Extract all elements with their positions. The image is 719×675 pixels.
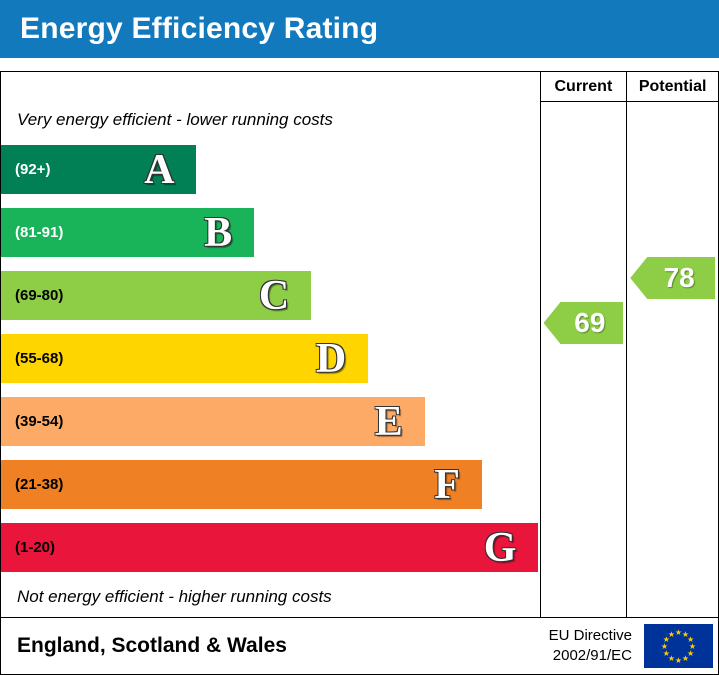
banner: Energy Efficiency Rating bbox=[0, 0, 719, 58]
epc-chart: Very energy efficient - lower running co… bbox=[0, 71, 719, 618]
band-letter: B bbox=[204, 209, 233, 256]
current-rating-value: 69 bbox=[574, 307, 606, 338]
bands-column: Very energy efficient - lower running co… bbox=[1, 72, 540, 617]
band-bar: (39-54) E bbox=[1, 397, 425, 446]
current-column: Current 69 bbox=[539, 72, 627, 617]
band-row: (81-91) B bbox=[1, 201, 540, 264]
page-title: Energy Efficiency Rating bbox=[20, 12, 379, 45]
eu-directive-label: EU Directive 2002/91/EC bbox=[549, 626, 632, 667]
band-letter: G bbox=[483, 524, 517, 571]
potential-column-header: Potential bbox=[627, 72, 719, 102]
eu-directive-line2: 2002/91/EC bbox=[552, 647, 632, 664]
svg-text:★: ★ bbox=[675, 628, 682, 637]
band-range: (81-91) bbox=[15, 224, 64, 241]
svg-text:★: ★ bbox=[663, 649, 670, 658]
band-letter: C bbox=[258, 272, 290, 319]
svg-text:★: ★ bbox=[675, 656, 682, 665]
band-letter: A bbox=[144, 146, 175, 193]
svg-text:★: ★ bbox=[668, 630, 675, 639]
bottom-note: Not energy efficient - higher running co… bbox=[17, 587, 332, 606]
band-range: (1-20) bbox=[15, 539, 56, 556]
eu-flag-svg: ★ ★★★★★★★★★★★ bbox=[644, 624, 713, 668]
band-bar: (55-68) D bbox=[1, 334, 369, 383]
svg-text:★: ★ bbox=[687, 649, 694, 658]
eu-directive-line1: EU Directive bbox=[548, 626, 632, 644]
band-range: (21-38) bbox=[15, 476, 64, 493]
band-range: (69-80) bbox=[15, 287, 64, 304]
band-row: (55-68) D bbox=[1, 327, 540, 390]
band-row: (92+) A bbox=[1, 138, 540, 201]
svg-text:★: ★ bbox=[663, 635, 670, 644]
svg-text:★: ★ bbox=[689, 642, 696, 651]
band-list: (92+) A (81-91) B (69-80) C (55-68) bbox=[1, 138, 540, 579]
band-row: (1-20) G bbox=[1, 516, 540, 579]
band-row: (21-38) F bbox=[1, 453, 540, 516]
band-range: (92+) bbox=[15, 161, 51, 178]
band-bar: (21-38) F bbox=[1, 460, 482, 509]
band-row: (39-54) E bbox=[1, 390, 540, 453]
current-rating-arrow: 69 bbox=[543, 302, 624, 344]
region-label: England, Scotland & Wales bbox=[17, 634, 287, 657]
potential-column: Potential 78 bbox=[626, 72, 719, 617]
band-range: (39-54) bbox=[15, 413, 64, 430]
header-spacer bbox=[1, 72, 540, 102]
potential-rating-value: 78 bbox=[663, 262, 695, 293]
potential-rating-arrow: 78 bbox=[630, 257, 716, 299]
current-column-header: Current bbox=[540, 72, 627, 102]
band-letter: E bbox=[374, 398, 403, 445]
band-letter: F bbox=[434, 461, 460, 508]
top-note: Very energy efficient - lower running co… bbox=[17, 110, 333, 129]
band-bar: (92+) A bbox=[1, 145, 197, 194]
band-row: (69-80) C bbox=[1, 264, 540, 327]
band-bar: (69-80) C bbox=[1, 271, 312, 320]
footer: England, Scotland & Wales EU Directive 2… bbox=[0, 618, 719, 675]
band-bar: (1-20) G bbox=[1, 523, 539, 572]
svg-text:★: ★ bbox=[682, 654, 689, 663]
band-range: (55-68) bbox=[15, 350, 64, 367]
svg-text:★: ★ bbox=[668, 654, 675, 663]
svg-text:★: ★ bbox=[682, 630, 689, 639]
band-bar: (81-91) B bbox=[1, 208, 255, 257]
band-letter: D bbox=[315, 335, 347, 382]
svg-text:★: ★ bbox=[687, 635, 694, 644]
eu-flag: ★ ★ ★ ★ ★ ★ ★ ★ ★ ★ ★ ★ bbox=[644, 624, 713, 668]
svg-text:★: ★ bbox=[661, 642, 668, 651]
